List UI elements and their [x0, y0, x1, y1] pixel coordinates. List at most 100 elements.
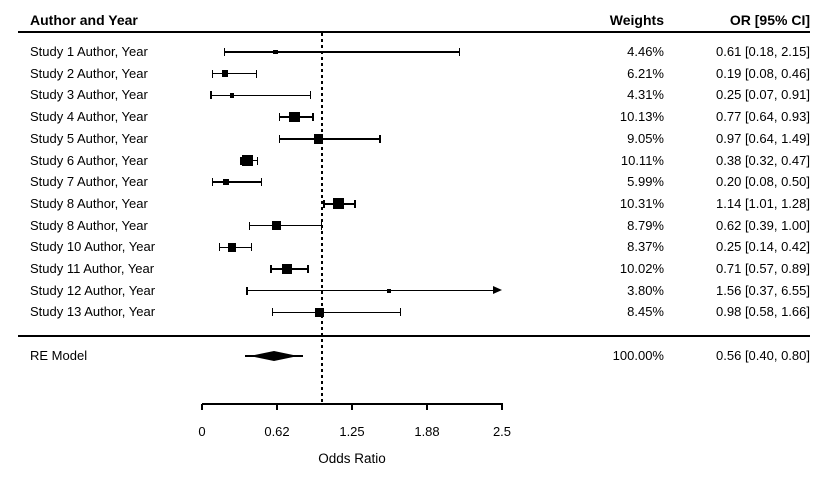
ci-upper-cap-icon — [312, 113, 314, 122]
or-ci-value: 0.77 [0.64, 0.93] — [716, 109, 810, 125]
forest-row: Study 13 Author, Year 8.45% 0.98 [0.58, … — [0, 301, 823, 323]
ci-upper-cap-icon — [379, 134, 381, 143]
weight-value: 8.45% — [627, 304, 664, 320]
point-estimate-marker — [387, 288, 392, 293]
x-axis-title: Odds Ratio — [318, 451, 386, 466]
tick-mark — [426, 404, 428, 410]
study-label: Study 4 Author, Year — [30, 109, 148, 125]
ci-upper-cap-icon — [250, 243, 253, 252]
study-label: Study 5 Author, Year — [30, 130, 148, 146]
study-label: Study 11 Author, Year — [30, 261, 155, 276]
study-label: Study 10 Author, Year — [30, 239, 156, 255]
or-ci-value: 0.61 [0.18, 2.15] — [716, 44, 810, 59]
x-axis-line — [202, 403, 503, 405]
or-ci-value: 0.25 [0.07, 0.91] — [716, 87, 810, 103]
ci-lower-cap-icon — [248, 221, 251, 230]
column-header-or-ci: OR [95% CI] — [729, 12, 810, 28]
forest-row: Study 3 Author, Year 4.31% 0.25 [0.07, 0… — [0, 84, 823, 106]
reference-line — [321, 33, 323, 403]
study-label: Study 7 Author, Year — [30, 174, 148, 190]
tick-mark — [351, 404, 353, 410]
tick-label: 0 — [198, 424, 206, 439]
point-estimate-marker — [272, 49, 278, 55]
or-ci-value: 0.19 [0.08, 0.46] — [716, 65, 810, 81]
weight-value: 8.37% — [627, 239, 664, 255]
summary-diamond-icon — [250, 351, 298, 361]
ci-upper-cap-icon — [354, 199, 356, 208]
tick-mark — [276, 404, 278, 410]
point-estimate-marker — [227, 242, 237, 252]
ci-line — [278, 138, 381, 140]
ci-lower-cap-icon — [211, 69, 214, 78]
summary-label: RE Model — [30, 348, 88, 363]
point-estimate-marker — [313, 134, 324, 144]
weight-value: 3.80% — [627, 282, 664, 298]
ci-lower-cap-icon — [218, 243, 221, 252]
ci-upper-cap-icon — [255, 69, 258, 78]
or-ci-value: 0.38 [0.32, 0.47] — [716, 152, 810, 168]
point-estimate-marker — [222, 179, 230, 186]
point-estimate-marker — [333, 198, 345, 210]
weight-value: 10.11% — [620, 152, 664, 168]
ci-upper-cap-icon — [307, 265, 309, 273]
or-ci-value: 0.25 [0.14, 0.42] — [716, 239, 810, 255]
study-label: Study 2 Author, Year — [30, 65, 148, 81]
forest-row: Study 10 Author, Year 8.37% 0.25 [0.14, … — [0, 236, 823, 258]
forest-row: Study 12 Author, Year 3.80% 1.56 [0.37, … — [0, 280, 823, 302]
forest-row: Study 7 Author, Year 5.99% 0.20 [0.08, 0… — [0, 171, 823, 193]
ci-clip-arrow-icon — [493, 286, 502, 295]
tick-label: 2.5 — [492, 424, 512, 439]
study-label: Study 12 Author, Year — [30, 282, 156, 298]
forest-row: Study 11 Author, Year 10.02% 0.71 [0.57,… — [0, 258, 823, 280]
weight-value: 10.31% — [619, 195, 664, 211]
ci-line — [246, 289, 493, 292]
or-ci-value: 0.98 [0.58, 1.66] — [716, 304, 810, 320]
ci-lower-cap-icon — [270, 265, 272, 273]
or-ci-value: 0.71 [0.57, 0.89] — [716, 261, 810, 276]
ci-line — [223, 51, 460, 53]
ci-upper-cap-icon — [309, 91, 312, 100]
weight-value: 8.79% — [627, 217, 664, 233]
column-header-weights: Weights — [609, 12, 664, 28]
ci-lower-cap-icon — [223, 48, 226, 56]
or-ci-value: 0.20 [0.08, 0.50] — [716, 174, 810, 190]
ci-upper-cap-icon — [260, 178, 262, 187]
tick-label: 1.25 — [339, 424, 365, 439]
study-label: Study 1 Author, Year — [30, 44, 148, 59]
or-ci-value: 1.14 [1.01, 1.28] — [716, 195, 810, 211]
forest-row: Study 8 Author, Year 10.31% 1.14 [1.01, … — [0, 193, 823, 215]
ci-upper-cap-icon — [256, 156, 259, 165]
study-label: Study 3 Author, Year — [30, 87, 148, 103]
point-estimate-marker — [281, 263, 293, 275]
forest-row: Study 5 Author, Year 9.05% 0.97 [0.64, 1… — [0, 128, 823, 150]
point-estimate-marker — [229, 93, 235, 98]
point-estimate-marker — [221, 70, 229, 77]
ci-lower-cap-icon — [210, 91, 212, 100]
ci-lower-cap-icon — [211, 178, 214, 187]
summary-or-ci-value: 0.56 [0.40, 0.80] — [716, 348, 810, 363]
tick-mark — [201, 404, 203, 410]
ci-lower-cap-icon — [323, 199, 325, 208]
weight-value: 6.21% — [627, 65, 664, 81]
forest-row: Study 8 Author, Year 8.79% 0.62 [0.39, 1… — [0, 215, 823, 237]
tick-mark — [501, 404, 503, 410]
forest-row: Study 6 Author, Year 10.11% 0.38 [0.32, … — [0, 150, 823, 172]
weight-value: 10.02% — [619, 261, 664, 276]
header-divider — [18, 31, 810, 33]
or-ci-value: 0.97 [0.64, 1.49] — [716, 130, 810, 146]
point-estimate-marker — [289, 111, 300, 123]
ci-line — [271, 311, 402, 314]
study-label: Study 13 Author, Year — [30, 304, 156, 320]
ci-lower-cap-icon — [278, 113, 281, 122]
summary-divider — [18, 335, 810, 337]
study-label: Study 8 Author, Year — [30, 217, 148, 233]
forest-row: Study 4 Author, Year 10.13% 0.77 [0.64, … — [0, 106, 823, 128]
summary-weight-value: 100.00% — [612, 348, 664, 363]
weight-value: 4.46% — [627, 44, 664, 59]
weight-value: 10.13% — [619, 109, 664, 125]
point-estimate-marker — [242, 155, 253, 166]
ci-lower-cap-icon — [246, 286, 248, 295]
forest-row: Study 1 Author, Year 4.46% 0.61 [0.18, 2… — [0, 41, 823, 63]
point-estimate-marker — [315, 307, 325, 317]
